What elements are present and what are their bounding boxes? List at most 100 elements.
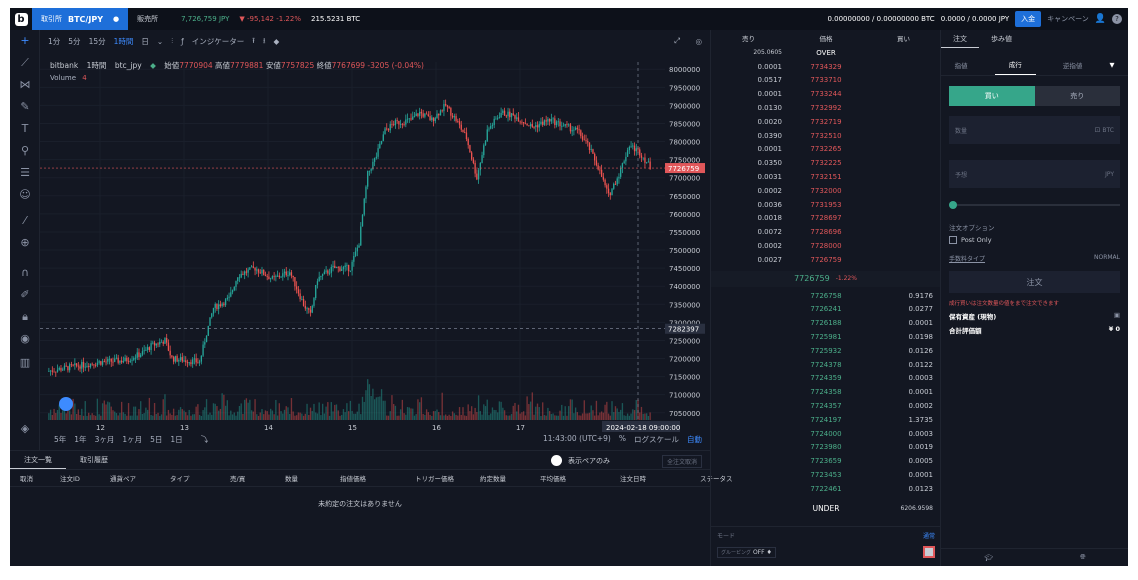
toggle-knob[interactable] bbox=[551, 455, 562, 466]
range-1y[interactable]: 1年 bbox=[74, 434, 87, 444]
ask-row[interactable]: 0.0001 7734329 bbox=[711, 60, 940, 74]
ask-row[interactable]: 0.0002 7728000 bbox=[711, 239, 940, 253]
eye-icon[interactable]: ◉ bbox=[20, 332, 30, 345]
user-icon[interactable]: 👤 bbox=[1094, 14, 1106, 24]
bid-row[interactable]: 7723453 0.0001 bbox=[711, 468, 940, 482]
ask-row[interactable]: 0.0036 7731953 bbox=[711, 198, 940, 212]
lock-icon[interactable]: 🔒︎ bbox=[22, 310, 28, 323]
indicator-icon[interactable]: ƒ bbox=[181, 36, 184, 46]
sales-tab[interactable]: 販売所 bbox=[137, 15, 159, 23]
interval-1h[interactable]: 1時間 bbox=[113, 36, 134, 46]
range-1d[interactable]: 1日 bbox=[170, 434, 183, 444]
globe-icon[interactable]: 🌐︎ bbox=[1080, 553, 1086, 561]
checkbox-icon[interactable] bbox=[949, 236, 957, 244]
candle-type-icon[interactable]: ⫶ bbox=[171, 36, 174, 45]
layout-icon[interactable] bbox=[923, 546, 935, 558]
ask-row[interactable]: 0.0031 7732151 bbox=[711, 170, 940, 184]
camera-icon[interactable]: ◎ bbox=[695, 36, 702, 46]
layers-icon[interactable]: ◈ bbox=[20, 422, 30, 435]
bid-row[interactable]: 7724378 0.0122 bbox=[711, 358, 940, 372]
bid-row[interactable]: 7722461 0.0123 bbox=[711, 482, 940, 496]
education-icon[interactable]: 🎓︎ bbox=[984, 553, 994, 562]
bid-row[interactable]: 7723980 0.0019 bbox=[711, 441, 940, 455]
candlestick-chart[interactable]: 8000000 7950000 7900000 7850000 7800000 77500… bbox=[40, 52, 710, 433]
bid-row[interactable]: 7724000 0.0003 bbox=[711, 427, 940, 441]
submit-order-button[interactable]: 注文 bbox=[949, 271, 1120, 293]
sell-button[interactable]: 売り bbox=[1034, 86, 1120, 106]
grouping-select[interactable]: OFF ♦ bbox=[752, 548, 772, 556]
range-3m[interactable]: 3ヶ月 bbox=[94, 434, 115, 444]
fullscreen-icon[interactable]: ⤢ bbox=[674, 36, 680, 45]
range-5d[interactable]: 5日 bbox=[150, 434, 163, 444]
order-type-market[interactable]: 成行 bbox=[994, 54, 1036, 75]
bid-row[interactable]: 7724357 0.0002 bbox=[711, 399, 940, 413]
bid-row[interactable]: 7723659 0.0005 bbox=[711, 454, 940, 468]
tab-trades[interactable]: 歩み値 bbox=[991, 35, 1012, 43]
interval-1d[interactable]: 日 bbox=[141, 36, 149, 46]
upload-icon[interactable]: ⭱ bbox=[252, 35, 255, 45]
estimate-input[interactable]: 予想 JPY bbox=[949, 160, 1120, 188]
more-types-icon[interactable]: ▼ bbox=[1109, 60, 1115, 69]
amount-slider[interactable] bbox=[949, 201, 1120, 209]
bid-row[interactable]: 7726188 0.0001 bbox=[711, 316, 940, 330]
zoom-icon[interactable]: ⊕ bbox=[20, 236, 30, 249]
post-only-checkbox[interactable]: Post Only bbox=[949, 236, 1120, 244]
auto-scale-toggle[interactable]: 自動 bbox=[687, 434, 702, 444]
percent-toggle[interactable]: % bbox=[618, 433, 626, 443]
interval-5m[interactable]: 5分 bbox=[68, 36, 81, 46]
bid-row[interactable]: 7725981 0.0198 bbox=[711, 330, 940, 344]
wallet-icon[interactable]: ▣ bbox=[1113, 311, 1120, 319]
ask-row[interactable]: 0.0002 7732000 bbox=[711, 184, 940, 198]
fee-type-link[interactable]: 手数料タイプ bbox=[949, 256, 986, 263]
trash-icon[interactable]: ▥ bbox=[19, 356, 31, 369]
ask-row[interactable]: 0.0350 7732225 bbox=[711, 156, 940, 170]
pair-only-toggle[interactable]: 表示ペアのみ bbox=[551, 455, 610, 466]
tab-trade-history[interactable]: 取引履歴 bbox=[80, 456, 108, 464]
ask-row[interactable]: 0.0027 7726759 bbox=[711, 253, 940, 267]
ask-row[interactable]: 0.0517 7733710 bbox=[711, 74, 940, 88]
range-1m[interactable]: 1ヶ月 bbox=[122, 434, 143, 444]
indicator-button[interactable]: インジケーター bbox=[191, 36, 245, 46]
lock-drawing-icon[interactable]: ✐ bbox=[20, 288, 30, 301]
ask-row[interactable]: 0.0001 7733244 bbox=[711, 87, 940, 101]
ask-row[interactable]: 0.0072 7728696 bbox=[711, 225, 940, 239]
order-type-stop[interactable]: 逆指値 bbox=[1062, 61, 1083, 70]
order-type-limit[interactable]: 指値 bbox=[954, 61, 968, 70]
bid-row[interactable]: 7724197 1.3735 bbox=[711, 413, 940, 427]
bid-row[interactable]: 7726241 0.0277 bbox=[711, 303, 940, 317]
emoji-icon[interactable]: ☺ bbox=[19, 188, 31, 201]
bid-row[interactable]: 7725932 0.0126 bbox=[711, 344, 940, 358]
text-icon[interactable]: T bbox=[21, 122, 29, 135]
bitbank-logo[interactable]: b bbox=[10, 8, 32, 30]
deposit-button[interactable]: 入金 bbox=[1015, 11, 1042, 27]
buy-button[interactable]: 買い bbox=[949, 86, 1035, 106]
cancel-all-button[interactable]: 全注文取消 bbox=[661, 455, 702, 468]
crosshair-icon[interactable]: + bbox=[20, 34, 30, 47]
tab-order[interactable]: 注文 bbox=[941, 30, 979, 48]
date-range-icon[interactable]: ⤵ bbox=[200, 434, 209, 444]
tab-open-orders[interactable]: 注文一覧 bbox=[10, 451, 66, 469]
brush-icon[interactable]: ✎ bbox=[20, 100, 30, 113]
campaign-link[interactable]: キャンペーン bbox=[1047, 15, 1089, 23]
chevron-down-icon[interactable]: ⌄ bbox=[156, 36, 164, 46]
ask-row[interactable]: 0.0001 7732265 bbox=[711, 143, 940, 157]
ask-row[interactable]: 0.0018 7728697 bbox=[711, 212, 940, 226]
slider-knob[interactable] bbox=[949, 201, 957, 209]
mode-value[interactable]: 通常 bbox=[922, 533, 935, 540]
download-icon[interactable]: ⭳ bbox=[262, 35, 266, 45]
pair-selector[interactable]: BTC/JPY bbox=[68, 14, 103, 24]
fib-icon[interactable]: ⋈ bbox=[19, 78, 31, 91]
trendline-icon[interactable]: ⟋ bbox=[21, 56, 29, 69]
ask-row[interactable]: 0.0390 7732510 bbox=[711, 129, 940, 143]
measure-icon[interactable]: ☰ bbox=[20, 166, 30, 179]
price-chart[interactable]: 8000000 7950000 7900000 7850000 7800000 77500… bbox=[40, 52, 710, 433]
help-icon[interactable]: ? bbox=[1112, 14, 1122, 24]
bid-row[interactable]: 7726758 0.9176 bbox=[711, 289, 940, 303]
eraser-icon[interactable]: ◆ bbox=[273, 36, 280, 46]
bid-row[interactable]: 7724358 0.0001 bbox=[711, 385, 940, 399]
ask-row[interactable]: 0.0130 7732992 bbox=[711, 101, 940, 115]
qty-input[interactable]: 数量 ⊡ BTC bbox=[949, 116, 1120, 144]
interval-15m[interactable]: 15分 bbox=[88, 36, 106, 46]
ask-row[interactable]: 0.0020 7732719 bbox=[711, 115, 940, 129]
range-5y[interactable]: 5年 bbox=[54, 434, 67, 444]
